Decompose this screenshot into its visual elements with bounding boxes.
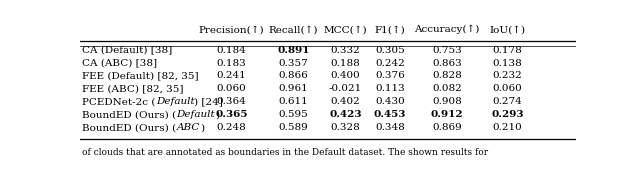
Text: CA (ABC) [38]: CA (ABC) [38] xyxy=(83,58,157,68)
Text: 0.348: 0.348 xyxy=(375,123,405,132)
Text: 0.332: 0.332 xyxy=(330,46,360,55)
Text: 0.908: 0.908 xyxy=(432,97,462,106)
Text: 0.611: 0.611 xyxy=(278,97,308,106)
Text: Default: Default xyxy=(156,97,195,106)
Text: 0.357: 0.357 xyxy=(278,58,308,68)
Text: 0.060: 0.060 xyxy=(493,84,522,93)
Text: Accuracy(↑): Accuracy(↑) xyxy=(414,25,480,34)
Text: PCEDNet-2c (: PCEDNet-2c ( xyxy=(83,97,156,106)
Text: Recall(↑): Recall(↑) xyxy=(269,25,318,34)
Text: 0.248: 0.248 xyxy=(216,123,246,132)
Text: ABC: ABC xyxy=(177,123,200,132)
Text: Precision(↑): Precision(↑) xyxy=(198,25,264,34)
Text: 0.589: 0.589 xyxy=(278,123,308,132)
Text: CA (Default) [38]: CA (Default) [38] xyxy=(83,46,173,55)
Text: 0.376: 0.376 xyxy=(375,71,405,80)
Text: 0.188: 0.188 xyxy=(330,58,360,68)
Text: 0.753: 0.753 xyxy=(432,46,462,55)
Text: Default: Default xyxy=(177,110,215,119)
Text: 0.453: 0.453 xyxy=(374,110,406,119)
Text: -0.021: -0.021 xyxy=(329,84,362,93)
Text: 0.891: 0.891 xyxy=(277,46,310,55)
Text: 0.365: 0.365 xyxy=(215,110,248,119)
Text: FEE (Default) [82, 35]: FEE (Default) [82, 35] xyxy=(83,71,199,80)
Text: 0.138: 0.138 xyxy=(493,58,522,68)
Text: 0.178: 0.178 xyxy=(493,46,522,55)
Text: 0.863: 0.863 xyxy=(432,58,462,68)
Text: 0.293: 0.293 xyxy=(492,110,524,119)
Text: 0.113: 0.113 xyxy=(375,84,405,93)
Text: 0.274: 0.274 xyxy=(493,97,522,106)
Text: 0.400: 0.400 xyxy=(330,71,360,80)
Text: ) [24]: ) [24] xyxy=(195,97,223,106)
Text: 0.912: 0.912 xyxy=(431,110,463,119)
Text: 0.328: 0.328 xyxy=(330,123,360,132)
Text: 0.869: 0.869 xyxy=(432,123,462,132)
Text: 0.402: 0.402 xyxy=(330,97,360,106)
Text: 0.183: 0.183 xyxy=(216,58,246,68)
Text: 0.060: 0.060 xyxy=(216,84,246,93)
Text: 0.184: 0.184 xyxy=(216,46,246,55)
Text: 0.961: 0.961 xyxy=(278,84,308,93)
Text: F1(↑): F1(↑) xyxy=(374,25,405,34)
Text: ): ) xyxy=(215,110,220,119)
Text: 0.866: 0.866 xyxy=(278,71,308,80)
Text: 0.241: 0.241 xyxy=(216,71,246,80)
Text: 0.242: 0.242 xyxy=(375,58,405,68)
Text: FEE (ABC) [82, 35]: FEE (ABC) [82, 35] xyxy=(83,84,184,93)
Text: 0.232: 0.232 xyxy=(493,71,522,80)
Text: 0.082: 0.082 xyxy=(432,84,462,93)
Text: ): ) xyxy=(200,123,204,132)
Text: of clouds that are annotated as boundaries in the Default dataset. The shown res: of clouds that are annotated as boundari… xyxy=(83,148,488,157)
Text: 0.305: 0.305 xyxy=(375,46,405,55)
Text: 0.430: 0.430 xyxy=(375,97,405,106)
Text: 0.828: 0.828 xyxy=(432,71,462,80)
Text: 0.364: 0.364 xyxy=(216,97,246,106)
Text: BoundED (Ours) (: BoundED (Ours) ( xyxy=(83,110,177,119)
Text: BoundED (Ours) (: BoundED (Ours) ( xyxy=(83,123,177,132)
Text: MCC(↑): MCC(↑) xyxy=(324,25,367,34)
Text: IoU(↑): IoU(↑) xyxy=(490,25,525,34)
Text: 0.595: 0.595 xyxy=(278,110,308,119)
Text: 0.423: 0.423 xyxy=(329,110,362,119)
Text: 0.210: 0.210 xyxy=(493,123,522,132)
